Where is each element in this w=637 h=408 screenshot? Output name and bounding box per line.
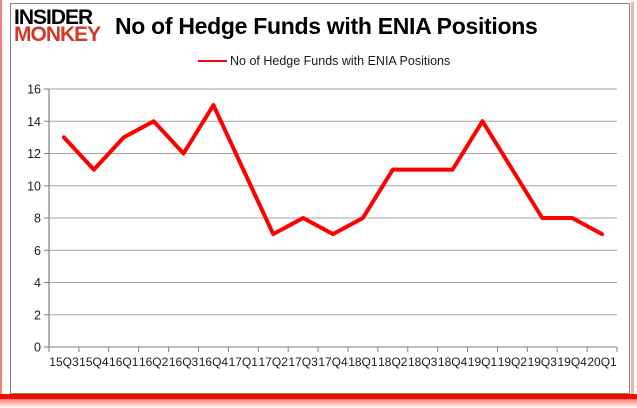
- x-axis-label: 17Q1: [229, 355, 259, 369]
- chart-legend: No of Hedge Funds with ENIA Positions: [198, 54, 450, 68]
- legend-label: No of Hedge Funds with ENIA Positions: [230, 54, 451, 68]
- y-axis-label: 8: [34, 212, 41, 226]
- x-axis-label: 16Q1: [109, 355, 139, 369]
- insider-monkey-logo: INSIDER MONKEY: [14, 6, 101, 46]
- y-axis-label: 0: [34, 341, 41, 355]
- x-axis-label: 19Q1: [468, 355, 498, 369]
- red-edge-right: [631, 2, 634, 394]
- x-axis-label: 16Q3: [169, 355, 199, 369]
- x-axis-label: 18Q3: [408, 355, 438, 369]
- x-axis-label: 15Q4: [79, 355, 109, 369]
- logo-line-insider: INSIDER: [14, 6, 93, 29]
- y-axis-label: 10: [27, 179, 41, 193]
- chart-widget-frame: INSIDER MONKEY No of Hedge Funds with EN…: [10, 3, 630, 394]
- y-axis-label: 12: [27, 147, 41, 161]
- x-axis-label: 18Q1: [348, 355, 378, 369]
- x-axis-label: 19Q2: [498, 355, 528, 369]
- legend-line-icon: [198, 60, 227, 62]
- y-axis-label: 6: [34, 244, 41, 258]
- x-axis-label: 15Q3: [49, 355, 79, 369]
- x-axis-label: 16Q2: [139, 355, 169, 369]
- logo-line-monkey: MONKEY: [14, 23, 101, 46]
- y-axis-label: 16: [27, 83, 41, 97]
- red-edge-bottom-glow: [0, 399, 637, 408]
- x-axis-label: 16Q4: [199, 355, 229, 369]
- red-edge-left: [0, 0, 2, 395]
- x-axis-label: 18Q4: [438, 355, 468, 369]
- x-axis-label: 17Q4: [318, 355, 348, 369]
- page-title: No of Hedge Funds with ENIA Positions: [115, 13, 538, 39]
- x-axis-label: 17Q2: [259, 355, 289, 369]
- x-axis-label: 17Q3: [288, 355, 318, 369]
- x-axis-label: 19Q3: [528, 355, 558, 369]
- y-axis-label: 4: [34, 276, 41, 290]
- x-axis-label: 18Q2: [378, 355, 408, 369]
- x-axis-label: 19Q4: [557, 355, 587, 369]
- x-axis-label: 20Q1: [587, 355, 617, 369]
- y-axis-label: 14: [27, 115, 41, 129]
- data-series-line: [61, 103, 605, 237]
- y-axis-label: 2: [34, 308, 41, 322]
- red-edge-bottom: [0, 394, 637, 399]
